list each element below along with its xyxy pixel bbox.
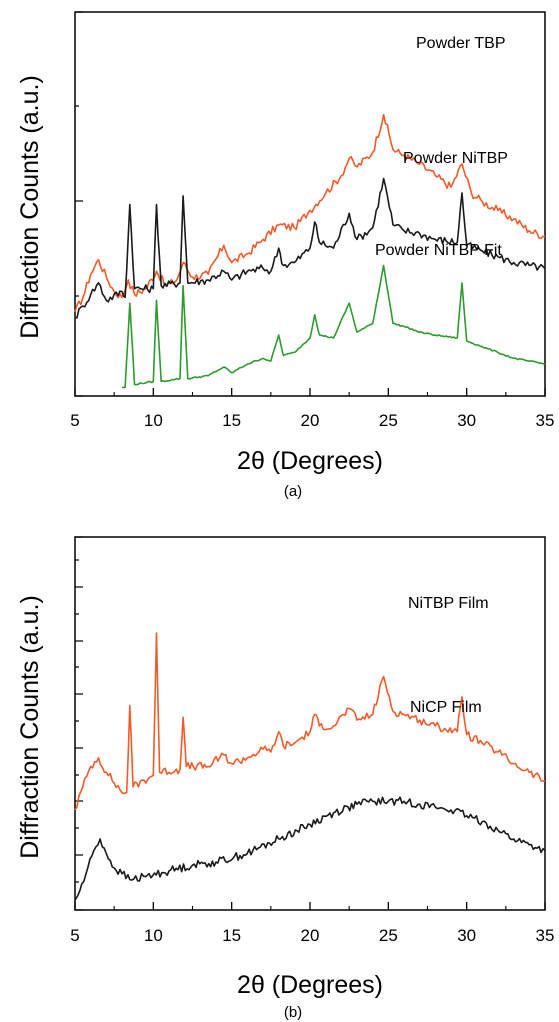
series-label-powder-nitbp: Powder NiTBP [403, 150, 508, 167]
plot-frame-b [74, 536, 546, 911]
y-axis-title-b: Diffraction Counts (a.u.) [16, 595, 44, 859]
y-axis-title-a: Diffraction Counts (a.u.) [16, 75, 44, 339]
x-tick-label: 30 [457, 411, 476, 430]
series-label-powder-tbp: Powder TBP [416, 35, 506, 52]
x-ticks-a: 5 10 15 20 25 30 35 [70, 388, 554, 430]
series-a [74, 113, 546, 389]
y-ticks-b [75, 536, 83, 911]
series-label-powder-nitbp-fit: Powder NiTBP Fit [375, 242, 502, 259]
series-line-powder-tbp [74, 113, 546, 313]
series-line-powder-nitbp-fit [121, 264, 546, 389]
x-tick-label: 20 [301, 411, 320, 430]
x-tick-label: 20 [301, 926, 320, 945]
x-tick-label: 10 [144, 411, 163, 430]
panel-a: 5 10 15 20 25 30 35 Powder TBP Powder NiTBP Po… [16, 11, 554, 500]
series-label-nitbp-film: NiTBP Film [408, 595, 489, 612]
x-tick-label: 35 [536, 411, 555, 430]
x-tick-label: 10 [144, 926, 163, 945]
x-ticks-b: 5 10 15 20 25 30 35 [70, 902, 554, 945]
panel-label-b: (b) [284, 1004, 302, 1021]
panel-label-a: (a) [284, 483, 302, 500]
x-tick-label: 5 [70, 411, 79, 430]
x-axis-title-b: 2θ (Degrees) [237, 971, 383, 999]
x-tick-label: 15 [222, 411, 241, 430]
panel-b: 5 10 15 20 25 30 35 NiTBP Film NiCP Film 2θ (D… [16, 536, 554, 1021]
series-line-nicp-film [74, 796, 546, 901]
series-label-nicp-film: NiCP Film [410, 699, 482, 716]
x-tick-label: 25 [379, 411, 398, 430]
x-axis-title-a: 2θ (Degrees) [237, 447, 383, 475]
series-line-nitbp-film [74, 632, 546, 811]
x-tick-label: 35 [536, 926, 555, 945]
series-b [74, 632, 546, 901]
x-tick-label: 15 [222, 926, 241, 945]
y-ticks-a [75, 11, 83, 397]
x-tick-label: 25 [379, 926, 398, 945]
series-line-powder-nitbp [74, 177, 546, 319]
x-tick-label: 5 [70, 926, 79, 945]
x-tick-label: 30 [457, 926, 476, 945]
